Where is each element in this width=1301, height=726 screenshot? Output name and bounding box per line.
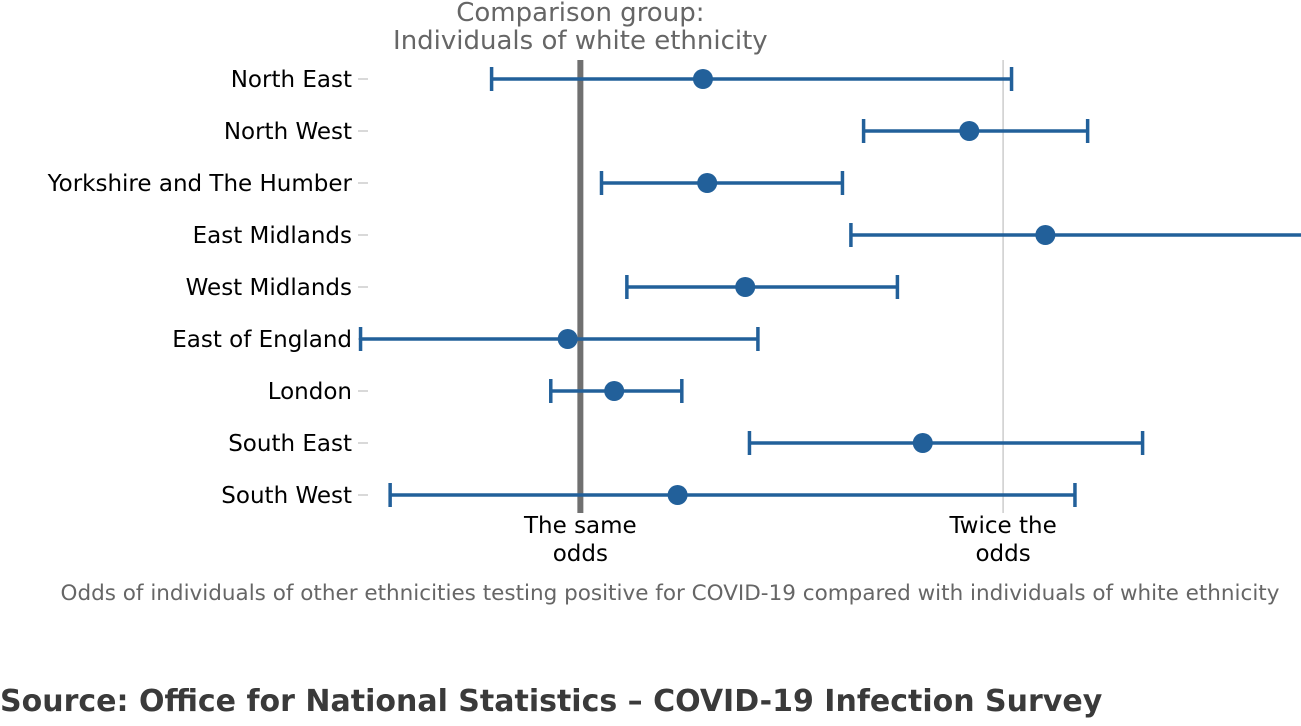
category-label: South West [221, 483, 352, 509]
comparison-label-line: Individuals of white ethnicity [393, 26, 768, 56]
estimate-point [604, 381, 625, 401]
x-tick-label: The same [523, 513, 637, 539]
category-label: West Midlands [186, 275, 352, 301]
category-label: East Midlands [193, 223, 352, 249]
category-label: North East [231, 67, 352, 93]
estimate-point [557, 329, 578, 349]
category-label: South East [228, 431, 352, 457]
estimate-point [735, 277, 756, 297]
x-tick-label: odds [553, 541, 608, 567]
comparison-label-line: Comparison group: [456, 0, 704, 28]
estimate-point [912, 433, 933, 453]
source-note: Source: Office for National Statistics –… [0, 684, 1103, 719]
x-axis-label: Odds of individuals of other ethnicities… [61, 581, 1280, 606]
estimate-point [692, 69, 713, 89]
x-tick-label: odds [975, 541, 1030, 567]
estimate-point [667, 485, 688, 505]
estimate-point [697, 173, 718, 193]
estimate-point [1035, 225, 1056, 245]
forest-plot: Comparison group:Individuals of white et… [47, 0, 1301, 606]
x-tick-label: Twice the [948, 513, 1056, 539]
estimate-point [959, 121, 980, 141]
category-label: North West [224, 119, 352, 145]
category-label: London [268, 379, 352, 405]
category-label: East of England [172, 327, 352, 353]
category-label: Yorkshire and The Humber [47, 171, 353, 197]
